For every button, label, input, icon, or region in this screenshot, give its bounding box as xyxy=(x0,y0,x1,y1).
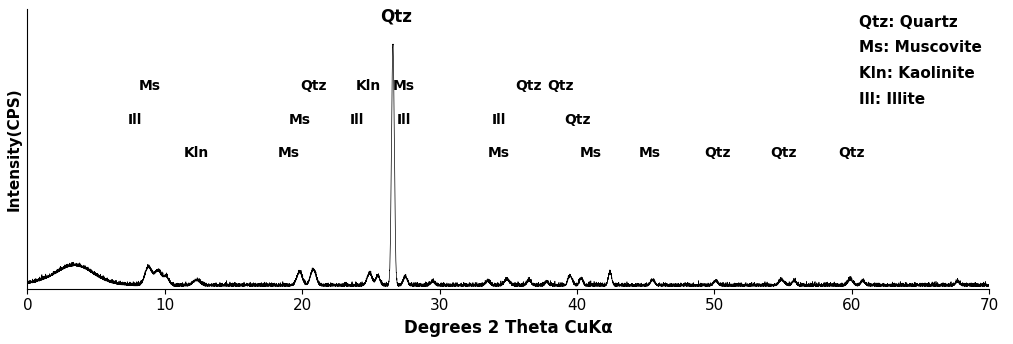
Text: Qtz: Qtz xyxy=(380,8,411,26)
Text: Ms: Ms xyxy=(393,79,415,93)
Text: Ms: Ms xyxy=(639,146,660,160)
Text: Qtz: Qtz xyxy=(516,79,542,93)
Text: Ill: Ill xyxy=(491,112,505,127)
Text: Qtz: Quartz
Ms: Muscovite
Kln: Kaolinite
Ill: Illite: Qtz: Quartz Ms: Muscovite Kln: Kaolinite… xyxy=(859,15,983,107)
Text: Ill: Ill xyxy=(397,112,411,127)
Text: Ms: Ms xyxy=(139,79,161,93)
Text: Ms: Ms xyxy=(289,112,311,127)
Text: Qtz: Qtz xyxy=(547,79,573,93)
Text: Kln: Kln xyxy=(183,146,209,160)
Text: Qtz: Qtz xyxy=(839,146,865,160)
Text: Ms: Ms xyxy=(487,146,510,160)
Text: Qtz: Qtz xyxy=(564,112,591,127)
Y-axis label: Intensity(CPS): Intensity(CPS) xyxy=(7,87,22,211)
Text: Qtz: Qtz xyxy=(704,146,730,160)
X-axis label: Degrees 2 Theta CuKα: Degrees 2 Theta CuKα xyxy=(404,319,613,337)
Text: Ms: Ms xyxy=(579,146,602,160)
Text: Ms: Ms xyxy=(278,146,300,160)
Text: Qtz: Qtz xyxy=(770,146,796,160)
Text: Kln: Kln xyxy=(356,79,381,93)
Text: Ill: Ill xyxy=(350,112,365,127)
Text: Ill: Ill xyxy=(128,112,142,127)
Text: Qtz: Qtz xyxy=(300,79,326,93)
